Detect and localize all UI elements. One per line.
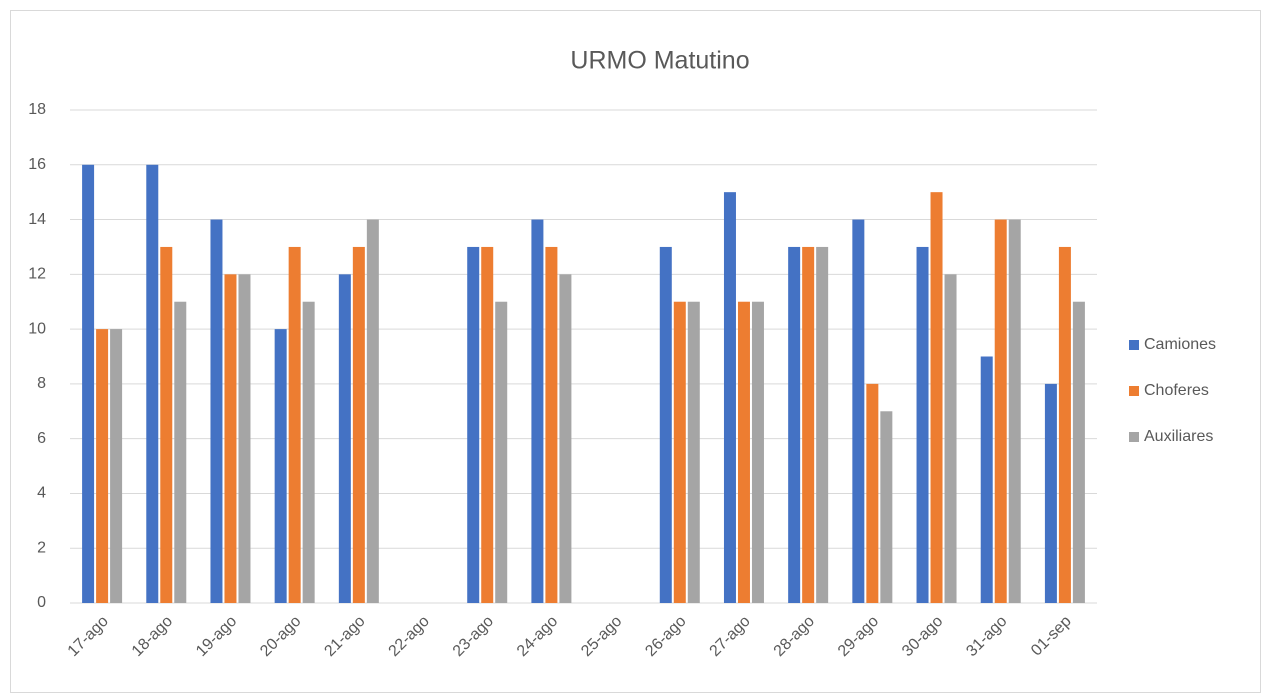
legend-label: Camiones [1144, 336, 1216, 353]
bar [366, 219, 379, 604]
bar [210, 219, 223, 604]
bar [82, 164, 95, 603]
y-tick-label: 4 [37, 485, 46, 502]
bar [467, 246, 480, 603]
bar [994, 219, 1007, 604]
bar [110, 329, 123, 603]
y-tick-label: 8 [37, 375, 46, 392]
y-tick-label: 14 [28, 211, 46, 228]
bar [338, 274, 351, 603]
bar [352, 246, 365, 603]
bar [1044, 383, 1057, 603]
bar [687, 301, 700, 603]
bar [495, 301, 508, 603]
bar [880, 411, 893, 603]
bar [944, 274, 957, 603]
bar [659, 246, 672, 603]
legend-swatch [1129, 340, 1139, 350]
legend-label: Auxiliares [1144, 428, 1213, 445]
bar [1072, 301, 1085, 603]
bar [302, 301, 315, 603]
bar [224, 274, 237, 603]
bar [723, 192, 736, 603]
bar [1058, 246, 1071, 603]
y-tick-label: 16 [28, 156, 46, 173]
bar [559, 274, 572, 603]
y-tick-label: 12 [28, 266, 46, 283]
bar [930, 192, 943, 603]
y-tick-label: 10 [28, 320, 46, 337]
y-tick-label: 0 [37, 594, 46, 611]
bar [816, 246, 829, 603]
bar [160, 246, 173, 603]
bar [545, 246, 558, 603]
y-tick-label: 6 [37, 430, 46, 447]
bar [980, 356, 993, 603]
y-tick-label: 18 [28, 101, 46, 118]
bar [288, 246, 301, 603]
bar [1008, 219, 1021, 604]
bar [146, 164, 159, 603]
y-tick-label: 2 [37, 539, 46, 556]
bar [852, 219, 865, 604]
legend-swatch [1129, 386, 1139, 396]
bar [916, 246, 929, 603]
bar [96, 329, 109, 603]
bar [673, 301, 686, 603]
bar [751, 301, 764, 603]
bar [788, 246, 801, 603]
legend-label: Choferes [1144, 382, 1209, 399]
bar [802, 246, 815, 603]
bar [531, 219, 544, 604]
bar [174, 301, 187, 603]
bar [274, 329, 287, 603]
bar [238, 274, 251, 603]
legend-swatch [1129, 432, 1139, 442]
bar [737, 301, 750, 603]
bar [481, 246, 494, 603]
chart-title: URMO Matutino [570, 47, 749, 75]
bar [866, 383, 879, 603]
